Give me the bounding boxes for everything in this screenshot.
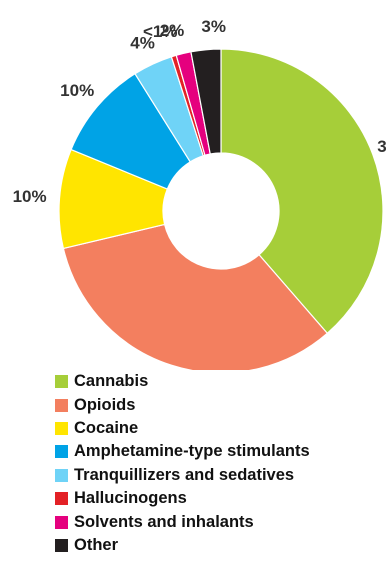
- percentage-label: <1%: [143, 22, 178, 41]
- legend-label: Tranquillizers and sedatives: [74, 465, 295, 484]
- legend-swatch: [55, 375, 68, 389]
- legend-label: Opioids: [74, 395, 136, 414]
- legend-item-tranquillizers-and-sedatives: Tranquillizers and sedatives: [55, 464, 310, 487]
- legend-swatch: [55, 398, 68, 412]
- percentage-label: 39%: [377, 137, 386, 156]
- legend-swatch: [55, 492, 68, 506]
- legend-item-amphetamine-type-stimulants: Amphetamine-type stimulants: [55, 440, 310, 463]
- legend-item-cocaine: Cocaine: [55, 417, 310, 440]
- legend-swatch: [55, 445, 68, 459]
- legend-label: Hallucinogens: [74, 489, 187, 508]
- donut-slice-cannabis: [220, 48, 384, 335]
- donut-slice-other: [190, 48, 222, 155]
- percentage-label: 3%: [201, 17, 226, 36]
- legend-label: Amphetamine-type stimulants: [74, 442, 310, 461]
- percentage-label: 10%: [13, 187, 47, 206]
- legend-item-hallucinogens: Hallucinogens: [55, 487, 310, 510]
- legend-item-other: Other: [55, 534, 310, 557]
- legend-label: Solvents and inhalants: [74, 512, 254, 531]
- legend-swatch: [55, 421, 68, 435]
- legend-swatch: [55, 515, 68, 529]
- legend-swatch: [55, 538, 68, 552]
- donut-slices: [58, 48, 384, 370]
- legend-swatch: [55, 468, 68, 482]
- legend-label: Cocaine: [74, 418, 139, 437]
- legend-label: Other: [74, 535, 119, 554]
- percentage-label: 4%: [130, 33, 155, 52]
- legend-label: Cannabis: [74, 372, 149, 391]
- donut-slice-opioids: [62, 223, 329, 370]
- legend-item-cannabis: Cannabis: [55, 370, 310, 393]
- legend-item-solvents-and-inhalants: Solvents and inhalants: [55, 510, 310, 533]
- chart-legend: Cannabis Opioids Cocaine Amphetamine-typ…: [55, 370, 310, 557]
- percentage-label: 2%: [160, 21, 185, 40]
- percentage-labels: 39%33%10%10%4%<1%2%3%: [13, 17, 386, 206]
- percentage-label: 10%: [60, 81, 94, 100]
- legend-item-opioids: Opioids: [55, 393, 310, 416]
- donut-chart: 39%33%10%10%4%<1%2%3%: [13, 17, 386, 370]
